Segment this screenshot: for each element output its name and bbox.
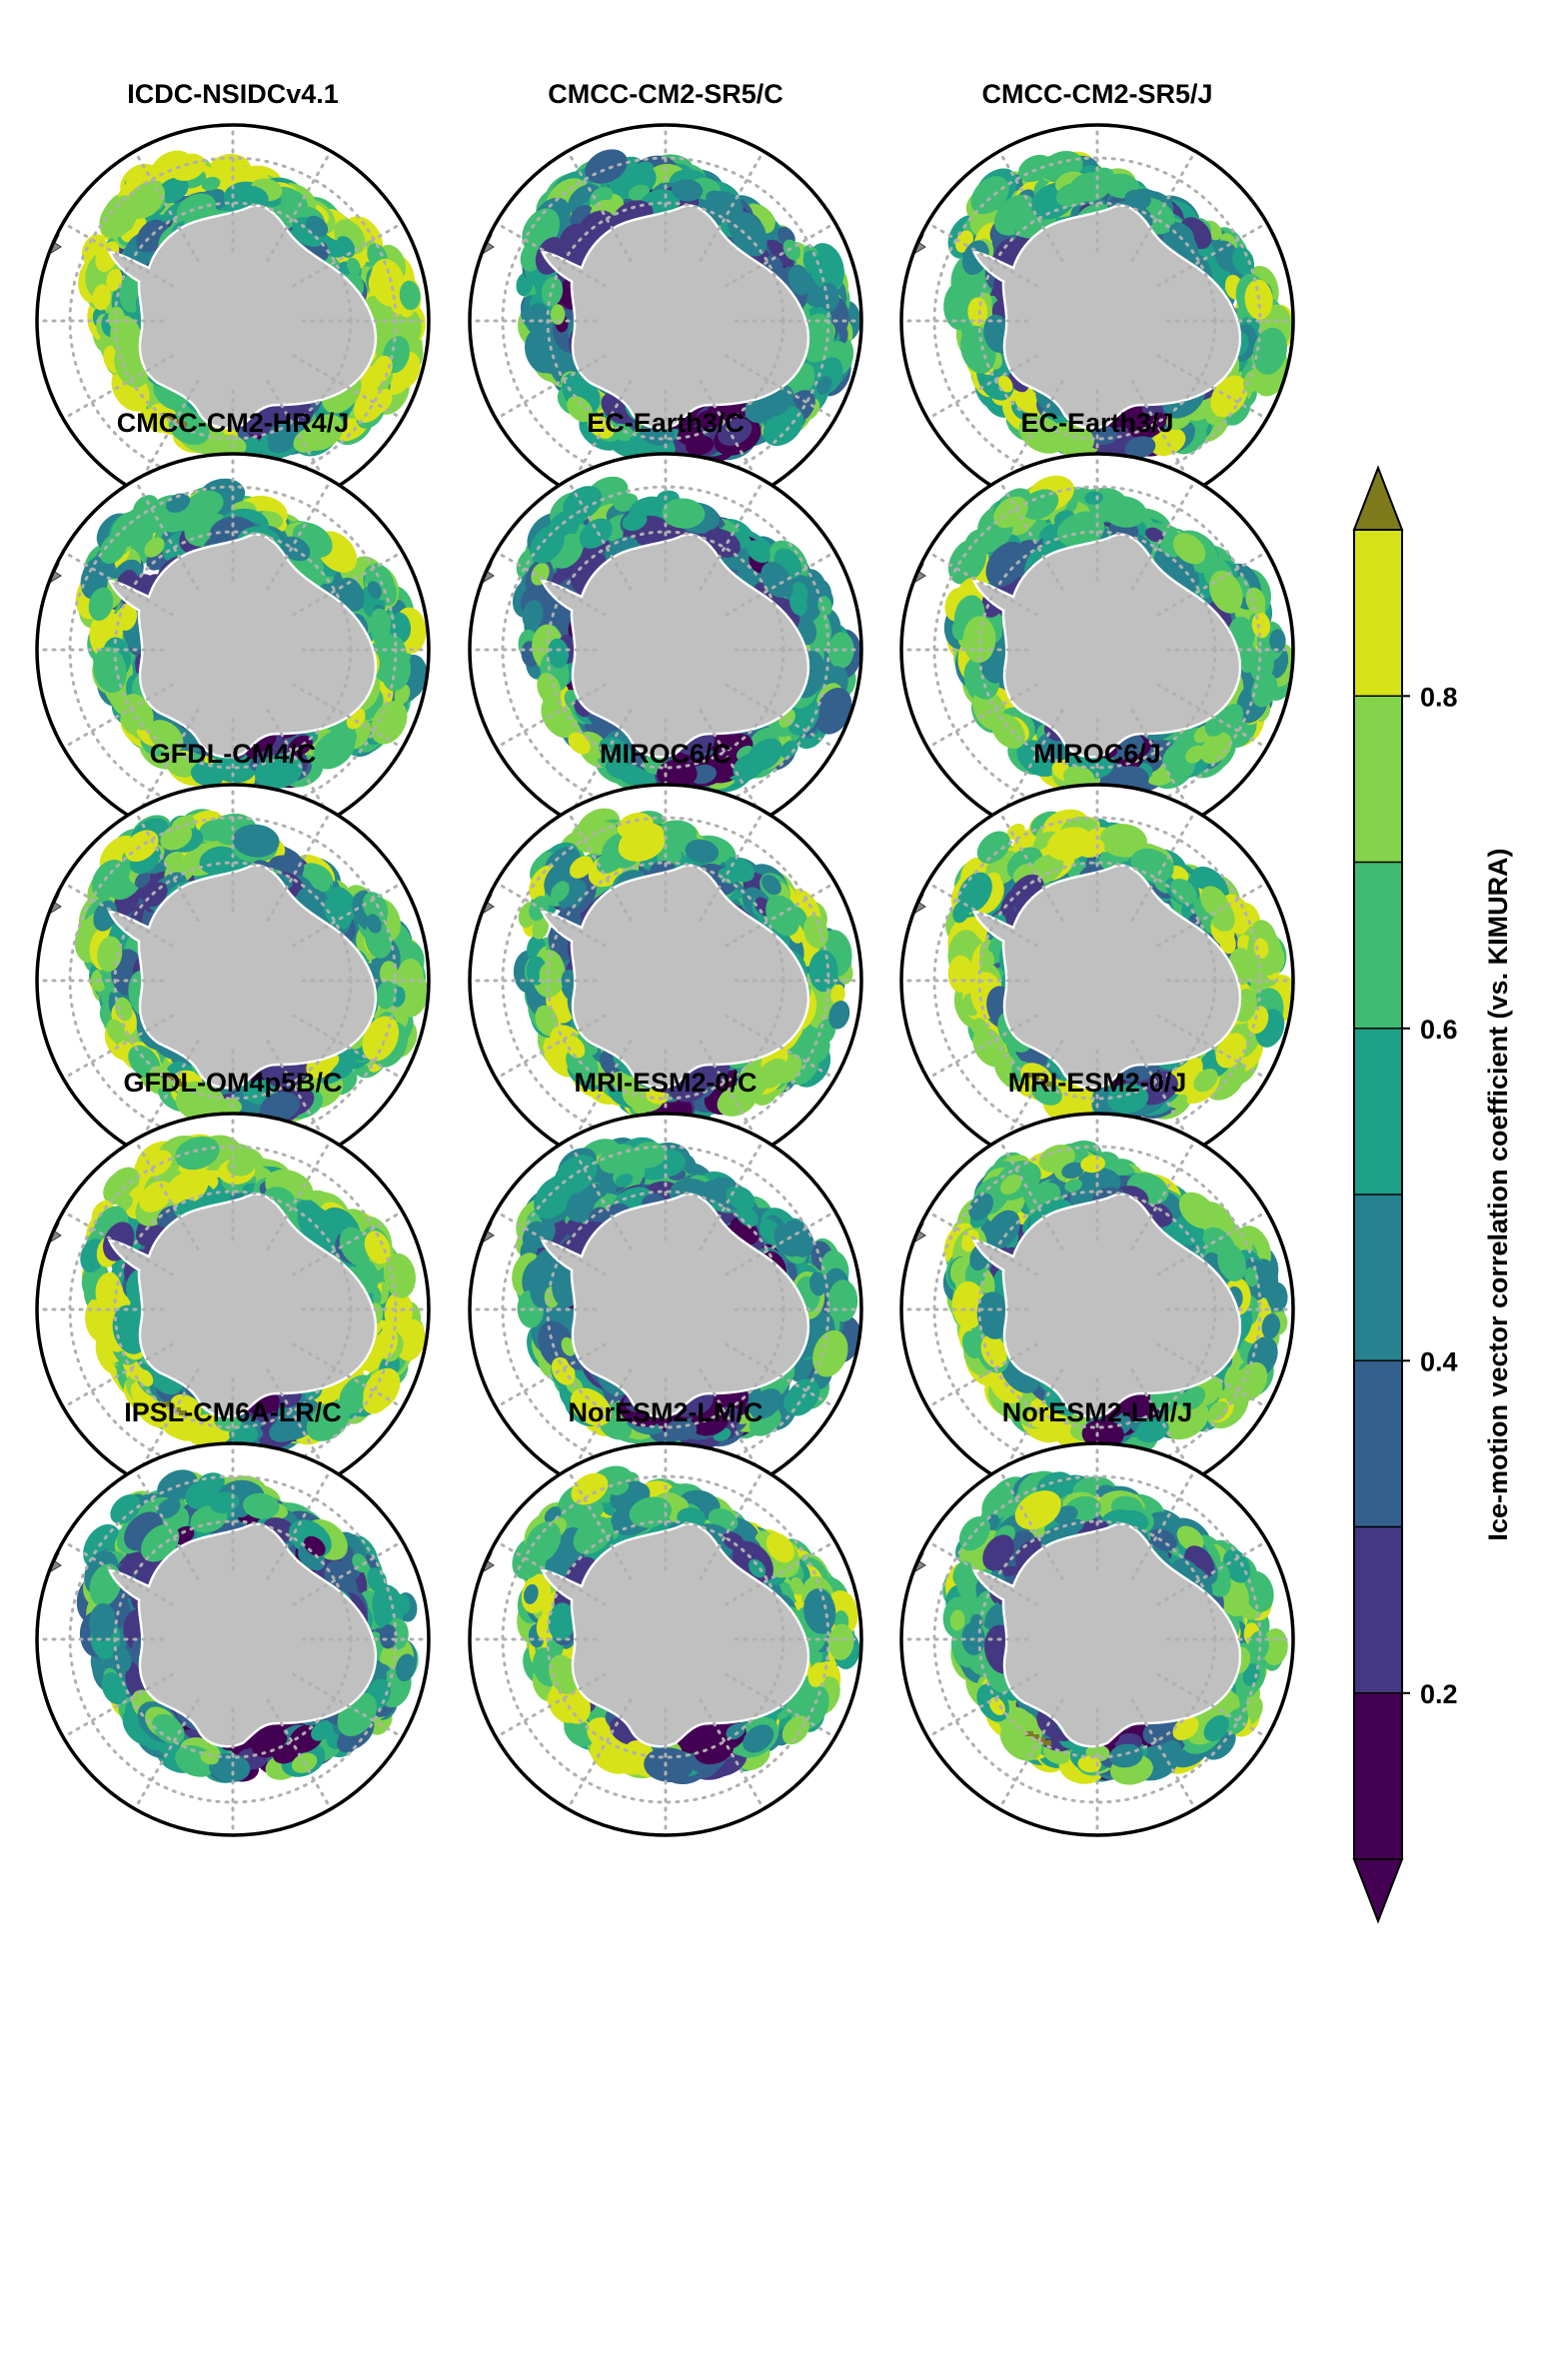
colorbar-tick-label: 0.4 (1420, 1346, 1458, 1376)
graticule (470, 454, 861, 846)
graticule (470, 785, 861, 1177)
map-panel: CMCC-CM2-HR4/J (35, 408, 431, 848)
graticule (901, 1443, 1293, 1835)
graticule (470, 1443, 861, 1835)
panel-title: MRI-ESM2-0/C (574, 1068, 757, 1098)
colorbar-tick-label: 0.2 (1420, 1679, 1458, 1709)
map-panel: GFDL-CM4/C (35, 739, 431, 1179)
map-area (901, 125, 1293, 517)
panel-title: NorESM2-LM/C (569, 1397, 764, 1427)
map-area (470, 125, 861, 517)
map-area (37, 785, 429, 1177)
map-area (470, 785, 861, 1177)
map-panel: EC-Earth3/J (899, 408, 1295, 848)
panel-title: EC-Earth3/J (1020, 408, 1173, 438)
graticule (37, 1114, 429, 1505)
map-panel: MRI-ESM2-0/C (468, 1068, 863, 1507)
colorbar-outline (1353, 529, 1403, 1860)
map-panel: IPSL-CM6A-LR/C (35, 1397, 431, 1837)
map-area (470, 1443, 861, 1835)
panel-title: CMCC-CM2-SR5/C (548, 79, 783, 109)
map-area (37, 454, 429, 846)
panel-title: MRI-ESM2-0/J (1008, 1068, 1187, 1098)
map-panel: NorESM2-LM/C (468, 1397, 863, 1837)
graticule (37, 125, 429, 517)
colorbar-extend-bottom (1352, 1858, 1404, 1924)
colorbar-segment (1354, 1028, 1402, 1195)
colorbar-segment (1354, 1526, 1402, 1693)
map-area (901, 1114, 1293, 1505)
map-area (901, 1443, 1293, 1835)
map-frame (35, 1441, 431, 1837)
colorbar-extend-top (1352, 465, 1404, 531)
map-area (37, 125, 429, 517)
colorbar-tick-label: 0.8 (1420, 682, 1458, 712)
map-panel: CMCC-CM2-SR5/C (468, 79, 863, 519)
panel-title: CMCC-CM2-SR5/J (981, 79, 1212, 109)
colorbar: 0.2 0.4 0.6 0.8 Ice-motion vector correlatio… (1352, 465, 1513, 1924)
colorbar-segment (1354, 530, 1402, 697)
panel-title: CMCC-CM2-HR4/J (117, 408, 350, 438)
map-panel: MRI-ESM2-0/J (899, 1068, 1295, 1507)
map-panel: MIROC6/J (899, 739, 1295, 1179)
panel-title: EC-Earth3/C (587, 408, 745, 438)
map-panel: CMCC-CM2-SR5/J (899, 79, 1295, 519)
graticule (901, 125, 1293, 517)
panel-title: NorESM2-LM/J (1002, 1397, 1193, 1427)
panel-title: MIROC6/C (600, 739, 732, 769)
colorbar-title: Ice-motion vector correlation coefficien… (1483, 848, 1513, 1540)
map-area (37, 1114, 429, 1505)
map-frame (468, 1441, 863, 1837)
colorbar-tick-label: 0.6 (1420, 1015, 1458, 1045)
map-area (901, 785, 1293, 1177)
colorbar-segment (1354, 1360, 1402, 1527)
panel-title: IPSL-CM6A-LR/C (124, 1397, 342, 1427)
sea-ice-field (78, 150, 426, 468)
graticule (37, 454, 429, 846)
graticule (470, 125, 861, 517)
graticule (37, 1443, 429, 1835)
map-panel: NorESM2-LM/J (899, 1397, 1295, 1837)
map-panel: EC-Earth3/C (468, 408, 863, 848)
graticule (901, 454, 1293, 846)
colorbar-segment (1354, 1194, 1402, 1361)
panel-title: MIROC6/J (1033, 739, 1161, 769)
panel-title: ICDC-NSIDCv4.1 (127, 79, 339, 109)
map-panel: MIROC6/C (468, 739, 863, 1179)
map-frame (899, 1441, 1295, 1837)
map-panel: ICDC-NSIDCv4.1 (35, 79, 431, 519)
graticule (470, 1114, 861, 1505)
colorbar-segment (1354, 696, 1402, 863)
colorbar-segment (1354, 1692, 1402, 1860)
map-panel: GFDL-OM4p5B/C (35, 1068, 431, 1507)
map-area (37, 1443, 429, 1835)
graticule (901, 785, 1293, 1177)
map-area (470, 1114, 861, 1505)
panel-title: GFDL-OM4p5B/C (124, 1068, 343, 1098)
panel-title: GFDL-CM4/C (150, 739, 316, 769)
panels-layer: ICDC-NSIDCv4.1 CMCC-CM2-SR5/C CMCC-CM2-SR5… (35, 79, 1295, 1837)
colorbar-segment (1354, 862, 1402, 1029)
